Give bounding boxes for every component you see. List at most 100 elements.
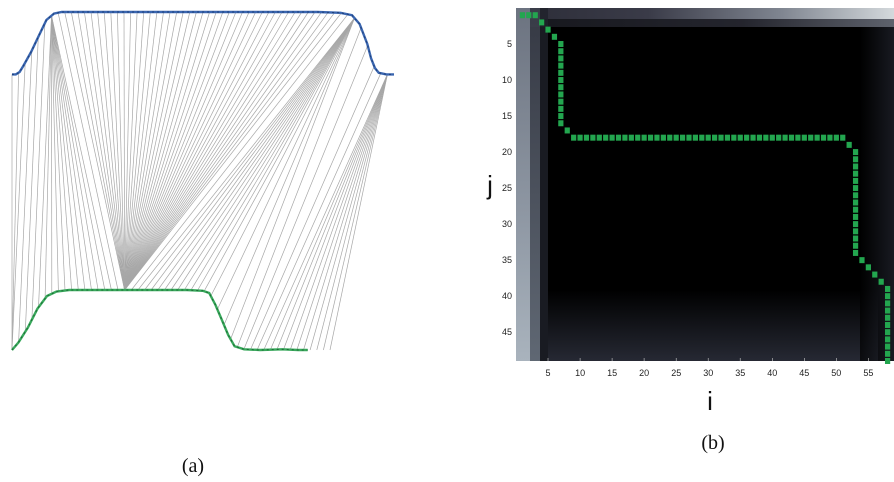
alignment-link [137,17,355,291]
alignment-link [223,17,355,326]
warping-path [519,12,891,364]
path-cell [558,84,564,91]
path-cell [852,235,859,242]
alignment-link [144,17,355,291]
path-cell [820,134,827,141]
path-cell [603,134,609,141]
alignment-link [51,15,99,291]
path-cell [641,134,647,141]
alignment-link [124,11,303,291]
x-tick-label: 50 [831,368,841,378]
path-cell [673,134,679,141]
path-cell [564,127,570,134]
alignment-link [51,15,72,291]
alignment-link [263,74,388,351]
alignment-link [51,15,112,291]
alignment-link [124,11,131,291]
y-tick-label: 5 [507,39,512,49]
x-tick-label: 25 [671,368,681,378]
path-cell [660,134,666,141]
path-cell [558,113,564,120]
alignment-link [110,11,125,291]
alignment-link [124,11,171,291]
path-cell [654,134,660,141]
alignment-link [150,17,355,291]
path-cell [884,293,891,300]
alignment-link [103,11,125,291]
path-cell [679,134,686,141]
alignment-link [124,11,204,291]
path-cell [558,77,564,84]
heatmap-bottom-band [548,290,878,361]
bottom-series-markers [11,289,308,351]
path-cell [884,336,891,343]
alignment-link [124,11,230,291]
alignment-link [51,15,92,291]
alignment-link [64,11,125,291]
alignment-link [31,22,46,320]
path-cell [609,134,615,141]
y-tick-label: 45 [502,327,512,337]
alignment-link [203,17,355,292]
alignment-link [57,12,119,291]
alignment-link [157,17,355,291]
x-axis-label: i [707,386,713,416]
heatmap-left-band-3 [540,8,548,361]
path-cell [795,134,801,141]
path-cell [635,134,641,141]
path-cell [558,62,564,69]
path-cell [539,19,545,26]
alignment-link [124,11,237,291]
alignment-link [38,15,52,308]
alignment-link [124,11,217,291]
path-cell [878,278,884,285]
alignment-link [124,11,243,291]
alignment-link [323,74,388,351]
path-cell [852,213,859,220]
alignment-link [124,11,210,291]
alignment-link [276,74,388,350]
alignment-link [70,11,125,291]
alignment-link [184,17,355,291]
alignment-link [124,11,296,291]
panel-a-alignment-plot: (a) [11,10,394,477]
path-cell [884,314,891,321]
alignment-link [303,74,388,351]
alignment-link [124,11,289,291]
path-cell [884,350,891,357]
path-cell [596,134,602,141]
path-cell [814,134,820,141]
path-cell [686,134,692,141]
path-cell [731,134,737,141]
alignment-link [51,15,59,292]
x-tick-label: 45 [799,368,809,378]
path-cell [884,307,891,314]
path-cell [769,134,775,141]
path-cell [583,134,590,141]
path-cell [884,300,891,307]
path-cell [622,134,628,141]
y-tick-label: 30 [502,219,512,229]
alignment-link [84,11,125,291]
path-cell [852,192,859,199]
path-cell [865,264,871,271]
path-cell [788,134,795,141]
alignment-link [51,15,66,291]
path-cell [859,257,865,264]
x-tick-label: 55 [863,368,873,378]
alignment-link [190,17,355,291]
path-cell [833,134,839,141]
alignment-link [77,11,125,291]
alignment-link [289,74,388,350]
alignment-link [124,11,197,291]
alignment-links [11,11,388,351]
alignment-link [123,11,125,291]
alignment-link [243,45,369,350]
path-cell [884,343,891,350]
path-cell [808,134,814,141]
path-cell [827,134,833,141]
path-cell [884,329,891,336]
path-cell [558,41,564,48]
alignment-link [236,27,362,348]
top-series-markers [12,11,394,75]
